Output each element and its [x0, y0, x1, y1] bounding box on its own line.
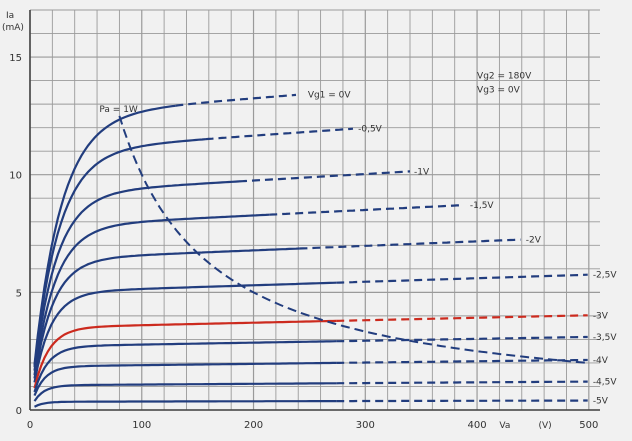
- curve-solid: [33, 213, 270, 376]
- axis-texts: 0 100 200 300 400 500 0 5 10 15 Ia (mA) Va (V) Vg2 = 1…: [2, 11, 598, 431]
- curve-labels: Vg1 = 0V -0,5V -1V -1,5V -2V -2,5V -3V -3,5V -4V…: [99, 91, 617, 407]
- curve-dashed: [336, 358, 588, 364]
- power-curve: [118, 115, 589, 364]
- curve-dashed: [238, 170, 411, 183]
- curve-label: -3,5V: [593, 333, 618, 343]
- y-tick-label: 5: [16, 288, 22, 299]
- curve-label: -5V: [593, 397, 609, 407]
- y-axis-label: Ia: [6, 11, 14, 21]
- curve-solid: [33, 138, 206, 368]
- axes: [29, 10, 600, 411]
- condition-label: Vg3 = 0V: [477, 85, 521, 95]
- curve-label: -1V: [414, 167, 430, 177]
- y-axis-unit: (mA): [2, 23, 24, 33]
- curve-label: -4,5V: [593, 378, 618, 388]
- curve-solid: [33, 104, 176, 365]
- x-tick-label: 100: [132, 420, 151, 431]
- x-axis-unit: (V): [539, 421, 552, 431]
- power-curve-label: Pa = 1W: [99, 105, 138, 115]
- x-tick-label: 0: [27, 420, 33, 431]
- curve-solid: [33, 340, 337, 393]
- x-tick-label: 500: [579, 420, 598, 431]
- curve-dashed: [269, 204, 464, 216]
- curve-label: -4V: [593, 356, 609, 366]
- curve-label: -3V: [593, 311, 609, 321]
- curve-solid: [33, 180, 240, 371]
- curve-label: Vg1 = 0V: [308, 91, 352, 101]
- anode-curves: [33, 93, 589, 408]
- curve-solid: [33, 281, 337, 383]
- curve-solid: [34, 400, 337, 408]
- curve-dashed: [336, 335, 588, 343]
- curve-dashed: [299, 238, 521, 250]
- grid: [29, 9, 600, 411]
- curve-dashed: [336, 314, 588, 322]
- curve-label: -0,5V: [358, 125, 383, 135]
- curve-solid: [33, 319, 337, 389]
- curve-label: -1,5V: [470, 201, 495, 211]
- y-tick-label: 10: [9, 171, 22, 182]
- curve-dashed: [336, 380, 588, 385]
- x-tick-label: 300: [356, 420, 375, 431]
- curve-solid: [33, 361, 337, 397]
- curve-solid: [33, 382, 337, 402]
- curve-dashed: [175, 93, 297, 107]
- condition-label: Vg2 = 180V: [477, 71, 532, 81]
- curve-solid: [33, 247, 300, 379]
- curve-label: -2V: [526, 236, 542, 246]
- y-tick-label: 0: [16, 406, 22, 417]
- curve-dashed: [205, 127, 354, 141]
- y-tick-label: 15: [9, 53, 22, 64]
- curve-dashed: [336, 273, 588, 284]
- x-tick-label: 200: [244, 420, 263, 431]
- x-axis-label: Va: [499, 421, 510, 431]
- x-tick-label: 400: [468, 420, 487, 431]
- curve-label: -2,5V: [593, 271, 618, 281]
- curve-dashed: [336, 399, 588, 403]
